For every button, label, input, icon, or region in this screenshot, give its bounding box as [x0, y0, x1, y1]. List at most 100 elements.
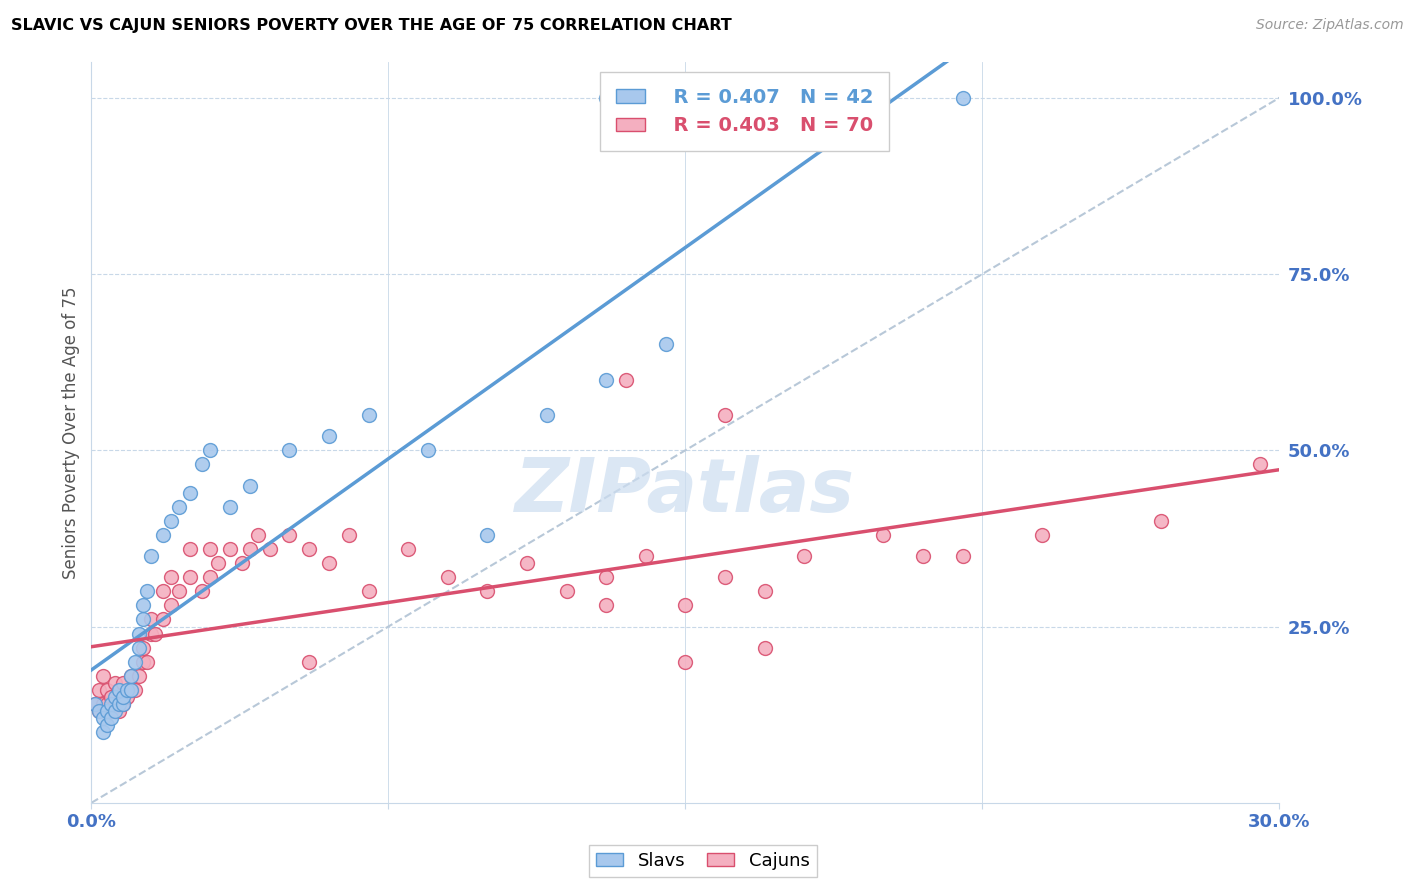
Point	[200, 443, 222, 458]
Point	[179, 570, 201, 584]
Point	[159, 599, 181, 613]
Point	[108, 697, 131, 711]
Point	[115, 683, 138, 698]
Point	[167, 500, 190, 514]
Point	[139, 612, 162, 626]
Point	[91, 669, 114, 683]
Point	[278, 443, 301, 458]
Point	[1031, 528, 1053, 542]
Point	[91, 697, 114, 711]
Point	[108, 683, 131, 698]
Point	[89, 704, 111, 718]
Point	[91, 725, 114, 739]
Point	[120, 683, 142, 698]
Point	[278, 528, 301, 542]
Point	[1249, 458, 1271, 472]
Point	[207, 556, 229, 570]
Point	[754, 640, 776, 655]
Point	[595, 599, 617, 613]
Point	[191, 584, 214, 599]
Point	[555, 584, 578, 599]
Point	[104, 690, 127, 704]
Point	[132, 655, 155, 669]
Point	[120, 669, 142, 683]
Point	[357, 584, 380, 599]
Point	[219, 541, 242, 556]
Point	[477, 528, 499, 542]
Point	[298, 541, 321, 556]
Point	[143, 626, 166, 640]
Point	[84, 697, 107, 711]
Text: SLAVIC VS CAJUN SENIORS POVERTY OVER THE AGE OF 75 CORRELATION CHART: SLAVIC VS CAJUN SENIORS POVERTY OVER THE…	[11, 18, 733, 33]
Point	[654, 337, 676, 351]
Point	[516, 556, 538, 570]
Point	[595, 91, 617, 105]
Point	[179, 541, 201, 556]
Point	[357, 408, 380, 422]
Text: ZIPatlas: ZIPatlas	[516, 455, 855, 528]
Point	[132, 599, 155, 613]
Point	[115, 690, 138, 704]
Point	[100, 704, 122, 718]
Point	[714, 570, 737, 584]
Point	[120, 683, 142, 698]
Point	[167, 584, 190, 599]
Y-axis label: Seniors Poverty Over the Age of 75: Seniors Poverty Over the Age of 75	[62, 286, 80, 579]
Point	[128, 640, 150, 655]
Point	[911, 549, 934, 563]
Point	[200, 570, 222, 584]
Point	[159, 570, 181, 584]
Point	[104, 697, 127, 711]
Point	[595, 373, 617, 387]
Point	[104, 704, 127, 718]
Legend: Slavs, Cajuns: Slavs, Cajuns	[589, 845, 817, 877]
Point	[337, 528, 360, 542]
Point	[152, 528, 174, 542]
Point	[112, 690, 135, 704]
Point	[219, 500, 242, 514]
Point	[536, 408, 558, 422]
Point	[673, 655, 696, 669]
Point	[754, 584, 776, 599]
Point	[246, 528, 269, 542]
Point	[239, 541, 262, 556]
Point	[793, 549, 815, 563]
Point	[108, 704, 131, 718]
Text: Source: ZipAtlas.com: Source: ZipAtlas.com	[1256, 18, 1403, 32]
Point	[96, 718, 118, 732]
Point	[139, 549, 162, 563]
Point	[104, 676, 127, 690]
Point	[231, 556, 253, 570]
Point	[100, 711, 122, 725]
Point	[872, 528, 894, 542]
Point	[120, 669, 142, 683]
Point	[634, 549, 657, 563]
Point	[200, 541, 222, 556]
Point	[112, 676, 135, 690]
Point	[91, 711, 114, 725]
Point	[595, 570, 617, 584]
Point	[135, 584, 157, 599]
Point	[96, 704, 118, 718]
Point	[100, 690, 122, 704]
Point	[124, 655, 146, 669]
Point	[112, 697, 135, 711]
Point	[436, 570, 458, 584]
Point	[128, 669, 150, 683]
Point	[124, 683, 146, 698]
Point	[318, 556, 340, 570]
Point	[673, 599, 696, 613]
Point	[135, 655, 157, 669]
Point	[152, 584, 174, 599]
Point	[139, 626, 162, 640]
Point	[108, 683, 131, 698]
Point	[396, 541, 419, 556]
Point	[100, 697, 122, 711]
Point	[191, 458, 214, 472]
Legend:   R = 0.407   N = 42,   R = 0.403   N = 70: R = 0.407 N = 42, R = 0.403 N = 70	[600, 72, 890, 151]
Point	[1150, 514, 1173, 528]
Point	[416, 443, 439, 458]
Point	[952, 549, 974, 563]
Point	[477, 584, 499, 599]
Point	[952, 91, 974, 105]
